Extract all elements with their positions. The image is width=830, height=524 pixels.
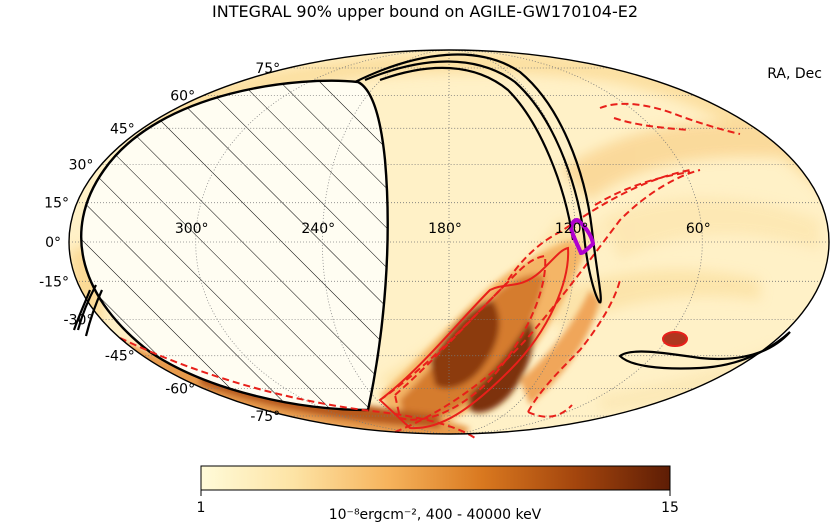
dec-tick-label: 15° bbox=[44, 196, 69, 212]
dec-tick-label: 75° bbox=[255, 61, 280, 77]
dec-tick-label: -75° bbox=[250, 409, 280, 425]
localization-arc-mid bbox=[364, 60, 601, 304]
dec-tick-labels: 75° 60° 45° 30° 15° 0° -15° -30° -45° -60° -75° bbox=[39, 61, 280, 425]
chart-title: INTEGRAL 90% upper bound on AGILE-GW1701… bbox=[212, 2, 638, 21]
earth-graticule bbox=[81, 80, 388, 410]
contour-dashed-inner bbox=[393, 254, 547, 421]
localization-arc-lower bbox=[618, 331, 791, 370]
ra-tick-label: 300° bbox=[175, 221, 209, 237]
localization-arc-left-1 bbox=[76, 284, 97, 331]
localization-arc-inner bbox=[379, 66, 575, 241]
dec-tick-label: -60° bbox=[165, 381, 195, 397]
sky-outline bbox=[68, 49, 830, 435]
localization-arc-left-2 bbox=[72, 289, 92, 331]
colorbar-max-label: 15 bbox=[661, 500, 679, 516]
dec-tick-label: -45° bbox=[105, 349, 135, 365]
dec-tick-label: -15° bbox=[39, 274, 69, 290]
high-bound-region bbox=[116, 240, 600, 434]
colorbar-min-label: 1 bbox=[197, 500, 206, 516]
dec-tick-label: 30° bbox=[69, 157, 94, 173]
coordinate-system-label: RA, Dec bbox=[767, 66, 822, 82]
ra-tick-label: 120° bbox=[555, 221, 589, 237]
localization-arc-left-3 bbox=[84, 289, 103, 337]
dec-tick-label: 60° bbox=[170, 89, 195, 105]
colorbar: 1 15 10⁻⁸ergcm⁻², 400 - 40000 keV bbox=[197, 465, 679, 523]
colorbar-label: 10⁻⁸ergcm⁻², 400 - 40000 keV bbox=[329, 507, 542, 523]
contour-dashed-lower bbox=[527, 279, 621, 418]
dec-tick-label: -30° bbox=[64, 313, 94, 329]
colorbar-gradient bbox=[200, 465, 671, 491]
dec-tick-label: 0° bbox=[45, 235, 61, 251]
contour-dashed-upper bbox=[599, 102, 741, 135]
earth-occulted-outline bbox=[80, 79, 389, 412]
contour-small-region bbox=[662, 331, 688, 347]
ra-tick-labels: 300° 240° 180° 120° 60° bbox=[175, 221, 711, 237]
localization-arc-outer bbox=[354, 53, 602, 304]
contour-dashed-band bbox=[119, 169, 701, 439]
ra-tick-label: 180° bbox=[428, 221, 462, 237]
ra-tick-label: 240° bbox=[301, 221, 335, 237]
contour-solid bbox=[378, 246, 570, 430]
source-localization-marker bbox=[568, 217, 596, 256]
contour-dashed-arc bbox=[594, 171, 691, 206]
dec-tick-label: 45° bbox=[110, 121, 135, 137]
gw-localization bbox=[72, 53, 791, 370]
upper-bound-contours bbox=[119, 102, 741, 439]
ra-tick-label: 60° bbox=[686, 221, 711, 237]
